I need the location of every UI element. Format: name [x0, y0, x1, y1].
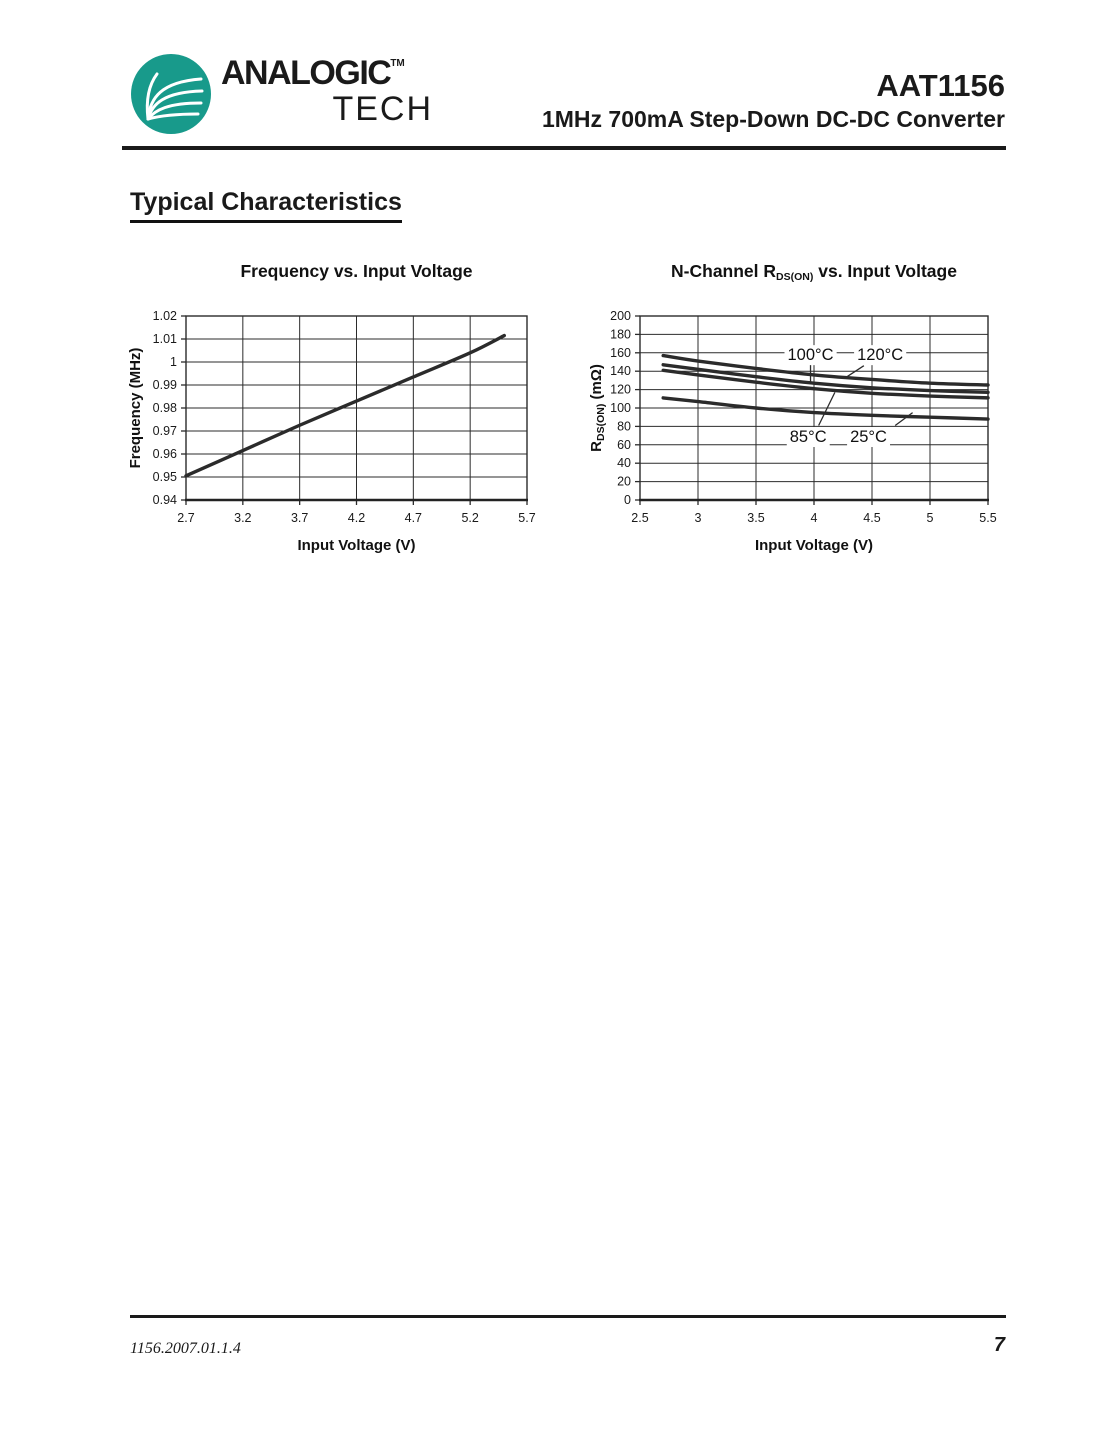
frequency-vs-input-voltage-chart-svg: 2.7 3.2 3.7 4.2 4.7 5.2 5.7 1.02 1.01 1 0.99 0.98 0.…: [127, 261, 536, 554]
x-tick-label: 3.2: [234, 511, 251, 525]
rdson-vs-input-voltage-chart: 2.5 3 3.5 4 4.5 5 5.5 200 180 160 140 120 100 80 60 40 2…: [585, 253, 1010, 565]
brand-name: ANALOGICTM: [221, 56, 447, 90]
annotation-label-mask: [784, 345, 837, 366]
y-tick-label: 0.95: [153, 470, 177, 484]
header-title-block: AAT1156 1MHz 700mA Step-Down DC-DC Conve…: [541, 68, 1005, 133]
chart-title: Frequency vs. Input Voltage: [240, 261, 472, 281]
part-number: AAT1156: [876, 68, 1005, 103]
x-tick-label: 4.5: [863, 511, 880, 525]
annotation-label: 85°C: [790, 428, 827, 446]
company-logo: ANALOGICTM TECH: [221, 56, 447, 126]
section-title-text: Typical Characteristics: [130, 188, 402, 223]
brand-name-text: ANALOGIC: [221, 54, 392, 92]
annotation-leader: [843, 365, 865, 380]
y-tick-label: 180: [610, 327, 631, 341]
x-tick-label: 3: [695, 511, 702, 525]
y-axis-label: RDS(ON) (mΩ): [588, 364, 607, 452]
trademark-symbol: TM: [390, 58, 405, 69]
curve-frequency: [184, 333, 506, 478]
y-tick-label: 200: [610, 309, 631, 323]
y-tick-label: 20: [617, 475, 631, 489]
y-tick-label: 80: [617, 419, 631, 433]
annotation-label-mask: [786, 427, 830, 448]
curve-100-c: [661, 363, 990, 395]
rdson-vs-input-voltage-chart-svg: 2.5 3 3.5 4 4.5 5 5.52001801601401201008060402…: [588, 261, 997, 554]
annotation-label-mask: [854, 345, 907, 366]
annotation-label: 100°C: [787, 346, 833, 364]
x-tick-label: 4.2: [348, 511, 365, 525]
y-tick-label: 160: [610, 346, 631, 360]
frequency-vs-input-voltage-chart: 2.7 3.2 3.7 4.2 4.7 5.2 5.7 1.02 1.01 1 0.99 0.98 0.…: [120, 253, 560, 565]
y-tick-label: 0.94: [153, 493, 177, 507]
x-tick-label: 3.5: [747, 511, 764, 525]
page-number: 7: [993, 1334, 1005, 1356]
revision-code: 1156.2007.01.1.4: [130, 1340, 241, 1357]
y-tick-label: 0.98: [153, 401, 177, 415]
annotation-label-mask: [847, 427, 891, 448]
y-tick-label: 140: [610, 364, 631, 378]
y-tick-label: 60: [617, 438, 631, 452]
x-tick-label: 3.7: [291, 511, 308, 525]
y-tick-label: 0.97: [153, 424, 177, 438]
product-subtitle: 1MHz 700mA Step-Down DC-DC Converter: [541, 105, 1005, 132]
annotation-leader: [818, 392, 836, 426]
annotation-leader: [894, 412, 913, 427]
curve-25-c: [661, 396, 990, 421]
chart-title: N-Channel RDS(ON) vs. Input Voltage: [671, 261, 957, 283]
y-tick-label: 0.99: [153, 378, 177, 392]
y-tick-label: 100: [610, 401, 631, 415]
section-title: Typical Characteristics: [130, 188, 402, 223]
y-tick-label: 40: [617, 456, 631, 470]
brand-subname: TECH: [332, 90, 433, 128]
y-axis-label: Frequency (MHz): [127, 348, 144, 469]
annotation-label: 25°C: [850, 428, 887, 446]
footer-rule: [130, 1315, 1006, 1318]
x-tick-label: 4.7: [405, 511, 422, 525]
x-axis-label: Input Voltage (V): [755, 537, 873, 554]
header-rule: [122, 146, 1006, 150]
curve-120-c: [661, 353, 990, 387]
x-tick-label: 5: [927, 511, 934, 525]
x-tick-label: 5.2: [461, 511, 478, 525]
logo-leaf-circle-icon: [131, 54, 211, 134]
annotation-label: 120°C: [857, 346, 903, 364]
x-axis-label: Input Voltage (V): [297, 537, 415, 554]
y-tick-label: 1.02: [153, 309, 177, 323]
x-tick-label: 5.7: [518, 511, 535, 525]
x-tick-label: 2.5: [631, 511, 648, 525]
y-tick-label: 1: [170, 355, 177, 369]
x-tick-label: 5.5: [979, 511, 996, 525]
y-tick-label: 0.96: [153, 447, 177, 461]
y-tick-label: 1.01: [153, 332, 177, 346]
y-tick-label: 120: [610, 383, 631, 397]
x-tick-label: 2.7: [177, 511, 194, 525]
y-tick-label: 0: [624, 493, 631, 507]
x-tick-label: 4: [811, 511, 818, 525]
curve-85-c: [661, 368, 990, 400]
